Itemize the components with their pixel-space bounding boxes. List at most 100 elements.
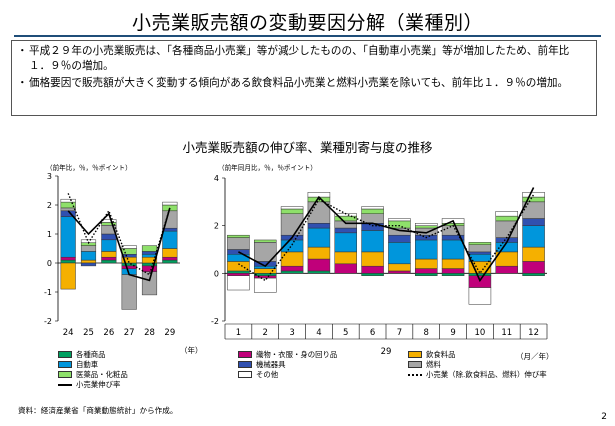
bar-segment-food (80, 259, 97, 264)
bar-segment-fuel (441, 225, 465, 236)
y-tick-label: -2 (211, 317, 219, 326)
bar-segment-food (60, 262, 76, 290)
bar-segment-machine (307, 223, 331, 229)
legend-swatch-fuel (408, 361, 422, 368)
bar-segment-general (414, 273, 438, 276)
bar-segment-other (361, 206, 384, 210)
y-tick-label: 2 (47, 201, 52, 210)
x-tick-label: 10 (475, 328, 486, 338)
legend-item-total_line: 小売業伸び率 (58, 379, 120, 390)
bar-segment-other (253, 277, 277, 293)
bar-segment-textile (60, 256, 76, 261)
line-ex_line (67, 193, 171, 276)
legend-label: 小売業伸び率 (76, 380, 121, 389)
legend-item-auto: 自動車 (58, 359, 98, 370)
x-tick-label: 9 (450, 328, 455, 338)
bar-segment-textile (361, 265, 384, 274)
bar-segment-food (280, 251, 304, 267)
bar-segment-machine (141, 251, 158, 255)
y-tick-label: 0 (47, 259, 52, 268)
legend-label: 機械器具 (256, 360, 286, 369)
bar-segment-food (101, 251, 117, 258)
summary-bullet-1: 平成２９年の小売業販売は、「各種商品小売業」等が減少したものの、「自動車小売業」… (17, 44, 590, 74)
x-tick-label: 8 (424, 328, 429, 338)
legend-swatch-general (58, 351, 72, 358)
bar-segment-textile (253, 275, 277, 279)
bar-segment-auto (495, 242, 519, 253)
x-tick-label: 7 (397, 328, 402, 338)
bar-segment-fuel (121, 274, 137, 310)
bar-segment-other (121, 245, 137, 249)
bar-segment-fuel (468, 244, 492, 253)
bar-segment-medical (414, 225, 438, 229)
line-total_line (238, 187, 535, 283)
bar-segment-textile (141, 265, 158, 272)
x-tick-label: 2 (263, 328, 268, 338)
bar-segment-medical (227, 234, 250, 238)
bar-segment-auto (414, 239, 438, 260)
y-tick-label: -1 (44, 288, 52, 297)
bar-segment-other (60, 198, 76, 203)
x-tick-label: 26 (103, 328, 114, 338)
legend-label: 医薬品・化粧品 (76, 370, 128, 379)
y-tick-label: 3 (47, 172, 52, 181)
bar-segment-food (307, 246, 331, 260)
bar-segment-food (388, 263, 411, 272)
legend-item-general: 各種商品 (58, 349, 106, 360)
legend-swatch-textile (238, 351, 252, 358)
bar-segment-auto (522, 225, 545, 248)
legend-item-food: 飲食料品 (408, 349, 456, 360)
bar-segment-other (227, 275, 250, 291)
legend-label: その他 (256, 370, 279, 379)
legend-label: 各種商品 (76, 350, 106, 359)
legend-item-medical: 医薬品・化粧品 (58, 369, 128, 380)
bar-segment-textile (162, 256, 178, 261)
bar-segment-machine (101, 233, 117, 241)
y-tick-label: 4 (214, 174, 219, 183)
bar-segment-food (441, 258, 465, 269)
bar-segment-other (162, 201, 178, 206)
legend-swatch-other (238, 371, 252, 378)
legend-swatch-ex_line (408, 373, 422, 376)
bar-segment-other (522, 192, 545, 198)
x-tick-label: 29 (164, 328, 175, 338)
bar-segment-other (388, 218, 411, 222)
bar-segment-food (522, 246, 545, 262)
bar-segment-textile (334, 263, 358, 274)
source-note: 資料：経済産業省「商業動態統計」から作成。 (18, 406, 178, 415)
y-tick-label: 2 (214, 222, 219, 231)
legend-item-fuel: 燃料 (408, 359, 441, 370)
bar-segment-general (468, 273, 492, 276)
bar-segment-machine (468, 251, 492, 255)
right-chart-unit: （前年同月比，％，％ポイント） (218, 164, 317, 172)
summary-bullet-2: 価格要因で販売額が大きく変動する傾向がある飲食料品小売業と燃料小売業を除いても、… (17, 76, 590, 91)
bar-segment-medical (522, 196, 545, 203)
bar-segment-food (227, 261, 250, 272)
x-tick-label: 25 (83, 328, 94, 338)
bar-segment-textile (101, 256, 117, 261)
bar-segment-other (495, 211, 519, 217)
year-label: 29 (381, 347, 392, 357)
bar-segment-food (361, 251, 384, 267)
line-ex_line (238, 194, 535, 282)
bar-segment-other (414, 223, 438, 226)
legend-item-other: その他 (238, 369, 278, 380)
bar-segment-auto (307, 227, 331, 248)
legend-swatch-auto (58, 361, 72, 368)
chart-title: 小売業販売額の伸び率、業種別寄与度の推移 (182, 140, 433, 155)
x-tick-label: 24 (63, 328, 74, 338)
legend-item-ex_line: 小売業（除.飲食料品、燃料）伸び率 (408, 369, 547, 380)
x-tick-label: 12 (528, 328, 539, 338)
legend-swatch-food (408, 351, 422, 358)
page-title: 小売業販売額の変動要因分解（業種別） (131, 12, 483, 34)
bar-segment-food (414, 258, 438, 269)
bar-segment-medical (388, 220, 411, 229)
bar-segment-auto (441, 239, 465, 260)
legend-item-textile: 織物・衣服・身の回り品 (238, 349, 337, 360)
line-total_line (67, 207, 171, 282)
bar-segment-textile (227, 273, 250, 276)
legend-label: 自動車 (76, 360, 99, 369)
bar-segment-general (253, 273, 277, 276)
bar-segment-fuel (80, 245, 97, 252)
